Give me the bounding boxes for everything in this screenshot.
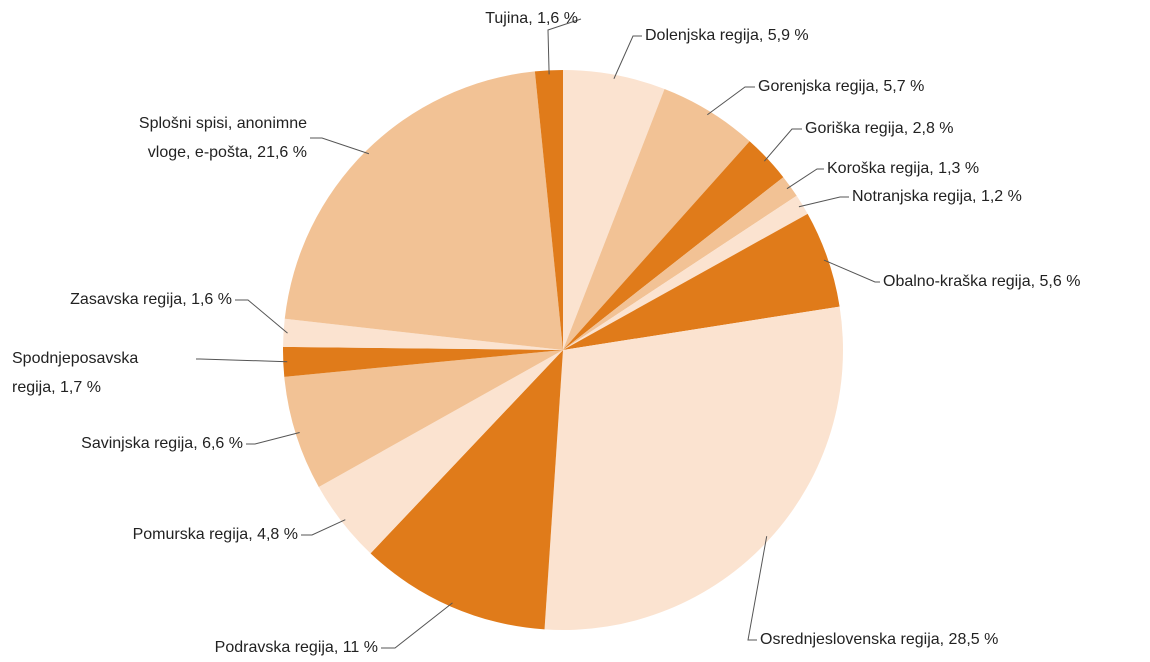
pie-slice bbox=[544, 306, 843, 630]
slice-label: vloge, e-pošta, 21,6 % bbox=[148, 144, 307, 161]
leader-line bbox=[747, 536, 768, 641]
leader-line bbox=[246, 431, 300, 445]
pie-slice bbox=[534, 70, 563, 350]
slice-label: Spodnjeposavska bbox=[12, 350, 138, 367]
slice-label: Podravska regija, 11 % bbox=[215, 639, 378, 656]
leader-line bbox=[798, 196, 849, 208]
slice-label: Goriška regija, 2,8 % bbox=[805, 120, 954, 137]
leader-line bbox=[381, 602, 453, 649]
leader-line bbox=[235, 299, 288, 334]
pie-slice bbox=[318, 350, 563, 554]
slice-label: Osrednjeslovenska regija, 28,5 % bbox=[760, 631, 998, 648]
leader-line bbox=[707, 86, 755, 116]
pie-slice bbox=[284, 71, 563, 351]
leader-line bbox=[763, 128, 802, 162]
pie-slice bbox=[563, 141, 784, 350]
slice-label: Koroška regija, 1,3 % bbox=[827, 160, 979, 177]
pie-slice bbox=[563, 213, 840, 350]
leader-line bbox=[301, 519, 346, 536]
pie-slice bbox=[283, 318, 563, 350]
pie-slice bbox=[283, 346, 563, 377]
slice-label: Gorenjska regija, 5,7 % bbox=[758, 78, 924, 95]
leader-line bbox=[823, 259, 880, 283]
pie-slice bbox=[563, 70, 665, 350]
slice-label: Tujina, 1,6 % bbox=[485, 10, 578, 27]
leader-line bbox=[196, 358, 288, 363]
slice-label: Zasavska regija, 1,6 % bbox=[70, 291, 232, 308]
pie-slice bbox=[563, 89, 750, 351]
slice-label: Pomurska regija, 4,8 % bbox=[133, 526, 298, 543]
pie-slice bbox=[370, 350, 563, 630]
slice-label: Savinjska regija, 6,6 % bbox=[81, 435, 243, 452]
leader-line bbox=[547, 18, 582, 75]
pie-slice bbox=[563, 195, 808, 350]
leader-line bbox=[310, 137, 370, 155]
slice-label: Notranjska regija, 1,2 % bbox=[852, 188, 1022, 205]
slice-label: Obalno-kraška regija, 5,6 % bbox=[883, 273, 1080, 290]
leader-line bbox=[613, 35, 642, 79]
slice-label: Splošni spisi, anonimne bbox=[139, 115, 307, 132]
slice-label: Dolenjska regija, 5,9 % bbox=[645, 27, 809, 44]
leader-line bbox=[786, 168, 824, 190]
pie-slice bbox=[284, 350, 563, 487]
slice-label: regija, 1,7 % bbox=[12, 379, 101, 396]
pie-slice bbox=[563, 177, 797, 350]
